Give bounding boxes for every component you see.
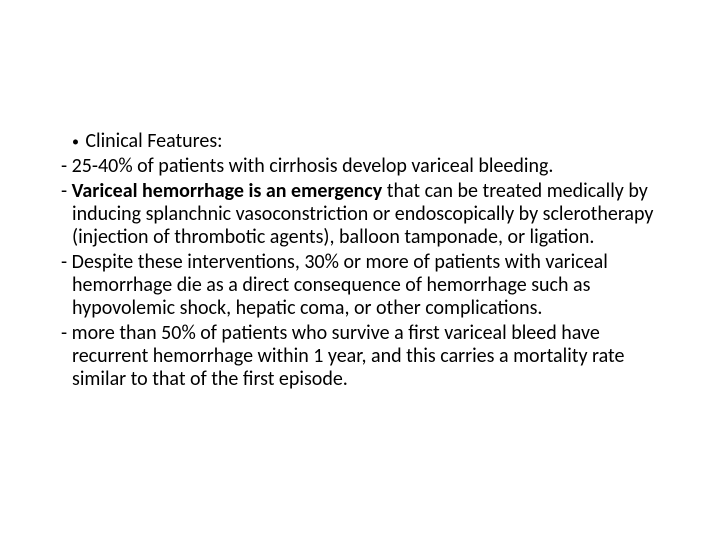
body-line-4: - more than 50% of patients who survive … [50, 322, 670, 391]
bullet-title-text: Clinical Features: [85, 129, 222, 153]
slide-content: • Clinical Features: - 25-40% of patient… [50, 130, 670, 391]
line2-bold: Variceal hemorrhage is an emergency [72, 179, 383, 203]
body-line-3: - Despite these interventions, 30% or mo… [50, 251, 670, 320]
body-line-1: - 25-40% of patients with cirrhosis deve… [50, 155, 670, 178]
bullet-icon: • [72, 133, 85, 150]
bullet-item: • Clinical Features: [50, 130, 670, 153]
line2-prefix: - [61, 179, 72, 203]
body-line-2: - Variceal hemorrhage is an emergency th… [50, 180, 670, 249]
